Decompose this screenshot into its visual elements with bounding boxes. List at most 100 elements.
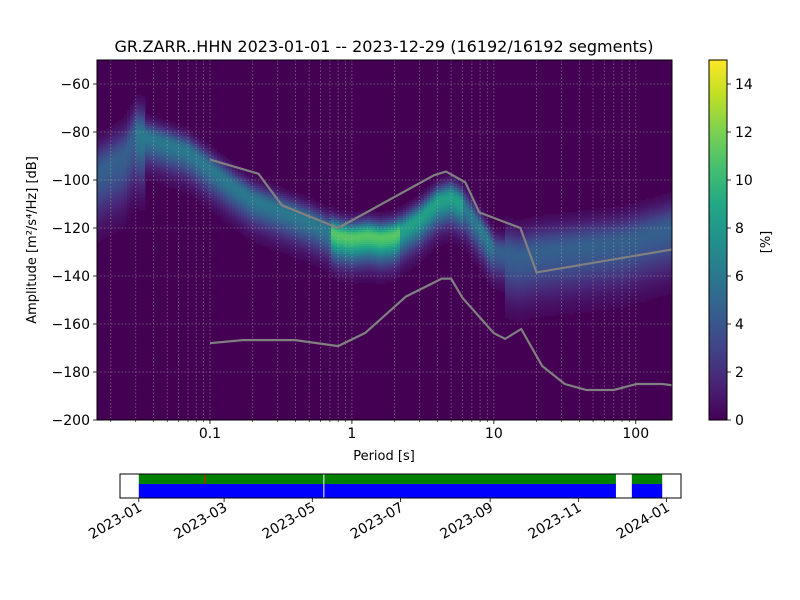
density-cell [262, 214, 266, 217]
density-cell [382, 238, 386, 241]
density-cell [184, 156, 188, 159]
density-cell [154, 150, 158, 153]
chart-title: GR.ZARR..HHN 2023-01-01 -- 2023-12-29 (1… [115, 37, 654, 56]
density-cell [232, 186, 236, 189]
density-cell [406, 258, 410, 261]
density-cell [121, 152, 125, 155]
density-cell [145, 128, 149, 131]
density-cell [223, 196, 227, 199]
density-cell [355, 256, 359, 259]
density-cell [364, 274, 368, 277]
density-cell [97, 156, 101, 159]
density-cell [238, 228, 242, 231]
density-cell [445, 208, 449, 211]
density-cell [307, 212, 311, 215]
density-cell [466, 252, 470, 255]
density-cell [469, 196, 473, 199]
density-cell [484, 272, 488, 275]
density-cell [421, 248, 425, 251]
density-cell [346, 236, 350, 239]
density-cell [466, 214, 470, 217]
density-cell [496, 278, 500, 281]
density-cell [136, 188, 140, 191]
density-cell [226, 208, 230, 211]
density-cell [268, 220, 272, 223]
density-cell [256, 222, 260, 225]
density-cell [145, 152, 149, 155]
density-cell [454, 232, 458, 235]
density-cell [193, 134, 197, 137]
density-cell [124, 198, 128, 201]
density-cell [466, 238, 470, 241]
density-cell [319, 236, 323, 239]
density-cell [466, 210, 470, 213]
density-cell [430, 192, 434, 195]
density-cell [310, 222, 314, 225]
density-cell [247, 228, 251, 231]
density-cell [175, 186, 179, 189]
density-cell [340, 272, 344, 275]
density-cell [454, 190, 458, 193]
density-cell [232, 222, 236, 225]
density-cell [289, 240, 293, 243]
density-cell [406, 202, 410, 205]
density-cell [349, 216, 353, 219]
density-cell [172, 184, 176, 187]
density-cell [415, 196, 419, 199]
density-cell [163, 148, 167, 151]
density-cell [271, 204, 275, 207]
density-cell [391, 262, 395, 265]
density-cell [232, 200, 236, 203]
density-cell [112, 154, 116, 157]
density-cell [229, 190, 233, 193]
density-cell [385, 262, 389, 265]
density-cell [481, 226, 485, 229]
density-cell [415, 234, 419, 237]
density-cell [121, 166, 125, 169]
density-cell [397, 234, 401, 237]
density-cell [364, 270, 368, 273]
density-cell [385, 264, 389, 267]
density-cell [160, 146, 164, 149]
density-cell [457, 236, 461, 239]
density-cell [223, 168, 227, 171]
density-cell [295, 238, 299, 241]
density-cell [118, 180, 122, 183]
density-cell [118, 214, 122, 217]
density-cell [193, 188, 197, 191]
density-cell [262, 192, 266, 195]
density-cell [460, 244, 464, 247]
density-cell [112, 206, 116, 209]
density-cell [139, 108, 143, 111]
density-cell [352, 246, 356, 249]
density-cell [487, 274, 491, 277]
density-cell [136, 110, 140, 113]
density-cell [436, 212, 440, 215]
density-cell [220, 206, 224, 209]
density-cell [250, 228, 254, 231]
density-cell [190, 192, 194, 195]
density-cell [256, 194, 260, 197]
density-cell [124, 128, 128, 131]
density-cell [361, 222, 365, 225]
density-cell [412, 252, 416, 255]
density-cell [421, 202, 425, 205]
density-cell [478, 268, 482, 271]
density-cell [172, 130, 176, 133]
density-cell [313, 238, 317, 241]
density-cell [397, 244, 401, 247]
density-cell [208, 208, 212, 211]
density-cell [376, 232, 380, 235]
density-cell [166, 164, 170, 167]
density-cell [166, 166, 170, 169]
density-cell [352, 238, 356, 241]
density-cell [418, 236, 422, 239]
density-cell [298, 250, 302, 253]
density-cell [211, 194, 215, 197]
density-cell [262, 234, 266, 237]
density-cell [103, 160, 107, 163]
density-cell [307, 254, 311, 257]
density-cell [505, 244, 509, 247]
density-cell [274, 200, 278, 203]
density-cell [451, 206, 455, 209]
